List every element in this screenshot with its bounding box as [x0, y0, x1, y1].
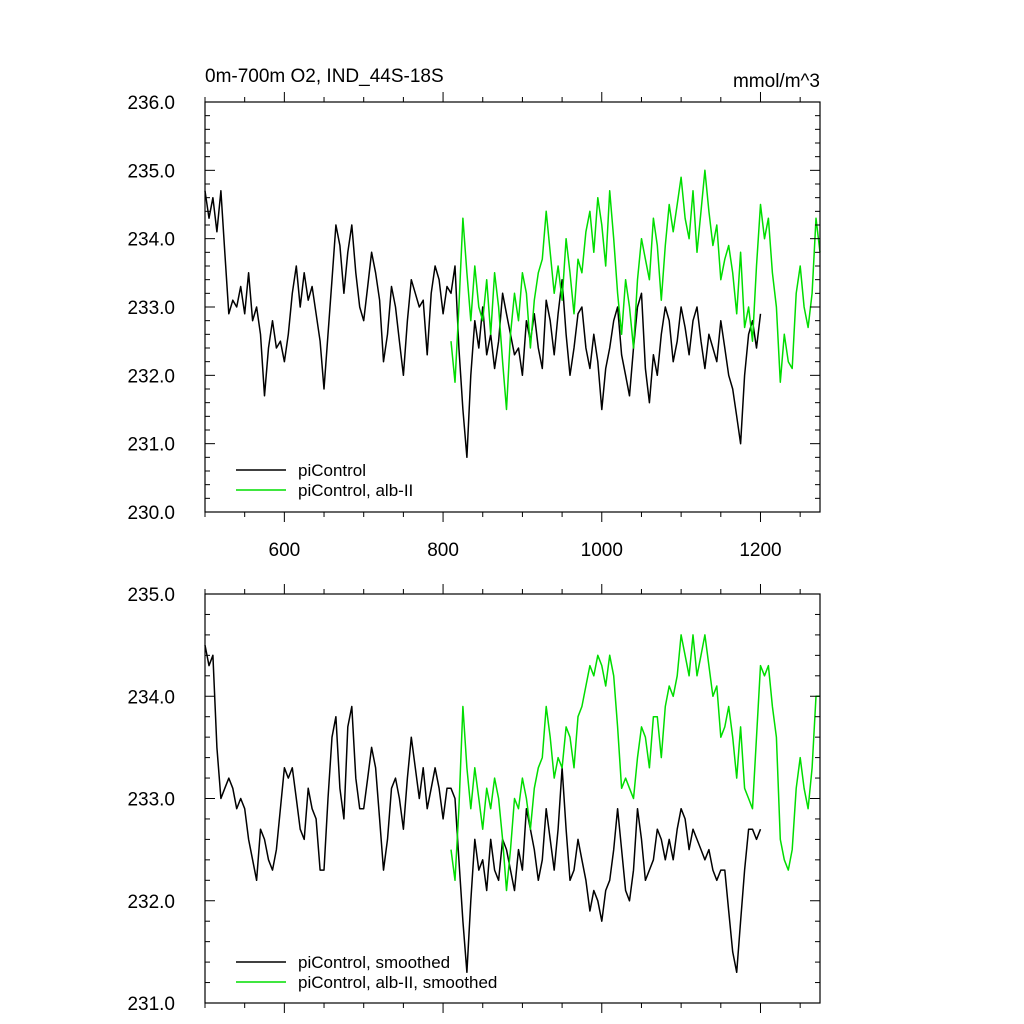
legend-label-picontrol: piControl [298, 461, 366, 480]
legend-label-alb: piControl, alb-II [298, 481, 413, 500]
top-panel: 0m-700m O2, IND_44S-18S mmol/m^3 230.023… [127, 66, 821, 561]
bottom-axes-group: 231.0 232.0 233.0 234.0 235.0 [127, 584, 820, 1015]
bottom-series-line-0 [204, 644, 762, 974]
top-panel-title: 0m-700m O2, IND_44S-18S [205, 66, 444, 87]
top-legend: piControl piControl, alb-II [236, 461, 413, 500]
legend-label-picontrol-smoothed: piControl, smoothed [298, 953, 450, 972]
top-ytick-label: 230.0 [127, 503, 175, 524]
bottom-legend: piControl, smoothed piControl, alb-II, s… [236, 953, 497, 992]
top-ytick-label: 233.0 [127, 298, 175, 319]
top-ytick-label: 231.0 [127, 435, 175, 456]
legend-label-alb-smoothed: piControl, alb-II, smoothed [298, 973, 497, 992]
bottom-plot-frame [204, 593, 821, 1004]
top-plot-frame [204, 101, 821, 513]
top-ytick-label: 236.0 [127, 93, 175, 114]
bottom-series-group [204, 634, 820, 974]
top-xtick-label: 1000 [581, 540, 623, 561]
bottom-ytick-label: 231.0 [127, 994, 175, 1015]
top-ytick-label: 232.0 [127, 366, 175, 387]
bottom-series-line-1 [450, 634, 820, 892]
bottom-ytick-label: 234.0 [127, 687, 175, 708]
top-xtick-label: 800 [427, 540, 459, 561]
bottom-ytick-label: 235.0 [127, 585, 175, 606]
top-series-group [204, 169, 821, 459]
bottom-ytick-label: 232.0 [127, 892, 175, 913]
top-axes-group: 230.0 231.0 232.0 233.0 234.0 235.0 236.0 600 80… [127, 92, 820, 561]
top-series-line-0 [204, 190, 762, 459]
top-xtick-label: 600 [269, 540, 301, 561]
top-ytick-label: 235.0 [127, 161, 175, 182]
bottom-ytick-label: 233.0 [127, 790, 175, 811]
top-series-line-1 [450, 169, 821, 411]
top-ytick-label: 234.0 [127, 230, 175, 251]
top-xtick-label: 1200 [739, 540, 781, 561]
top-panel-units: mmol/m^3 [733, 71, 820, 92]
bottom-panel: 231.0 232.0 233.0 234.0 235.0 piControl, smo… [127, 584, 821, 1015]
